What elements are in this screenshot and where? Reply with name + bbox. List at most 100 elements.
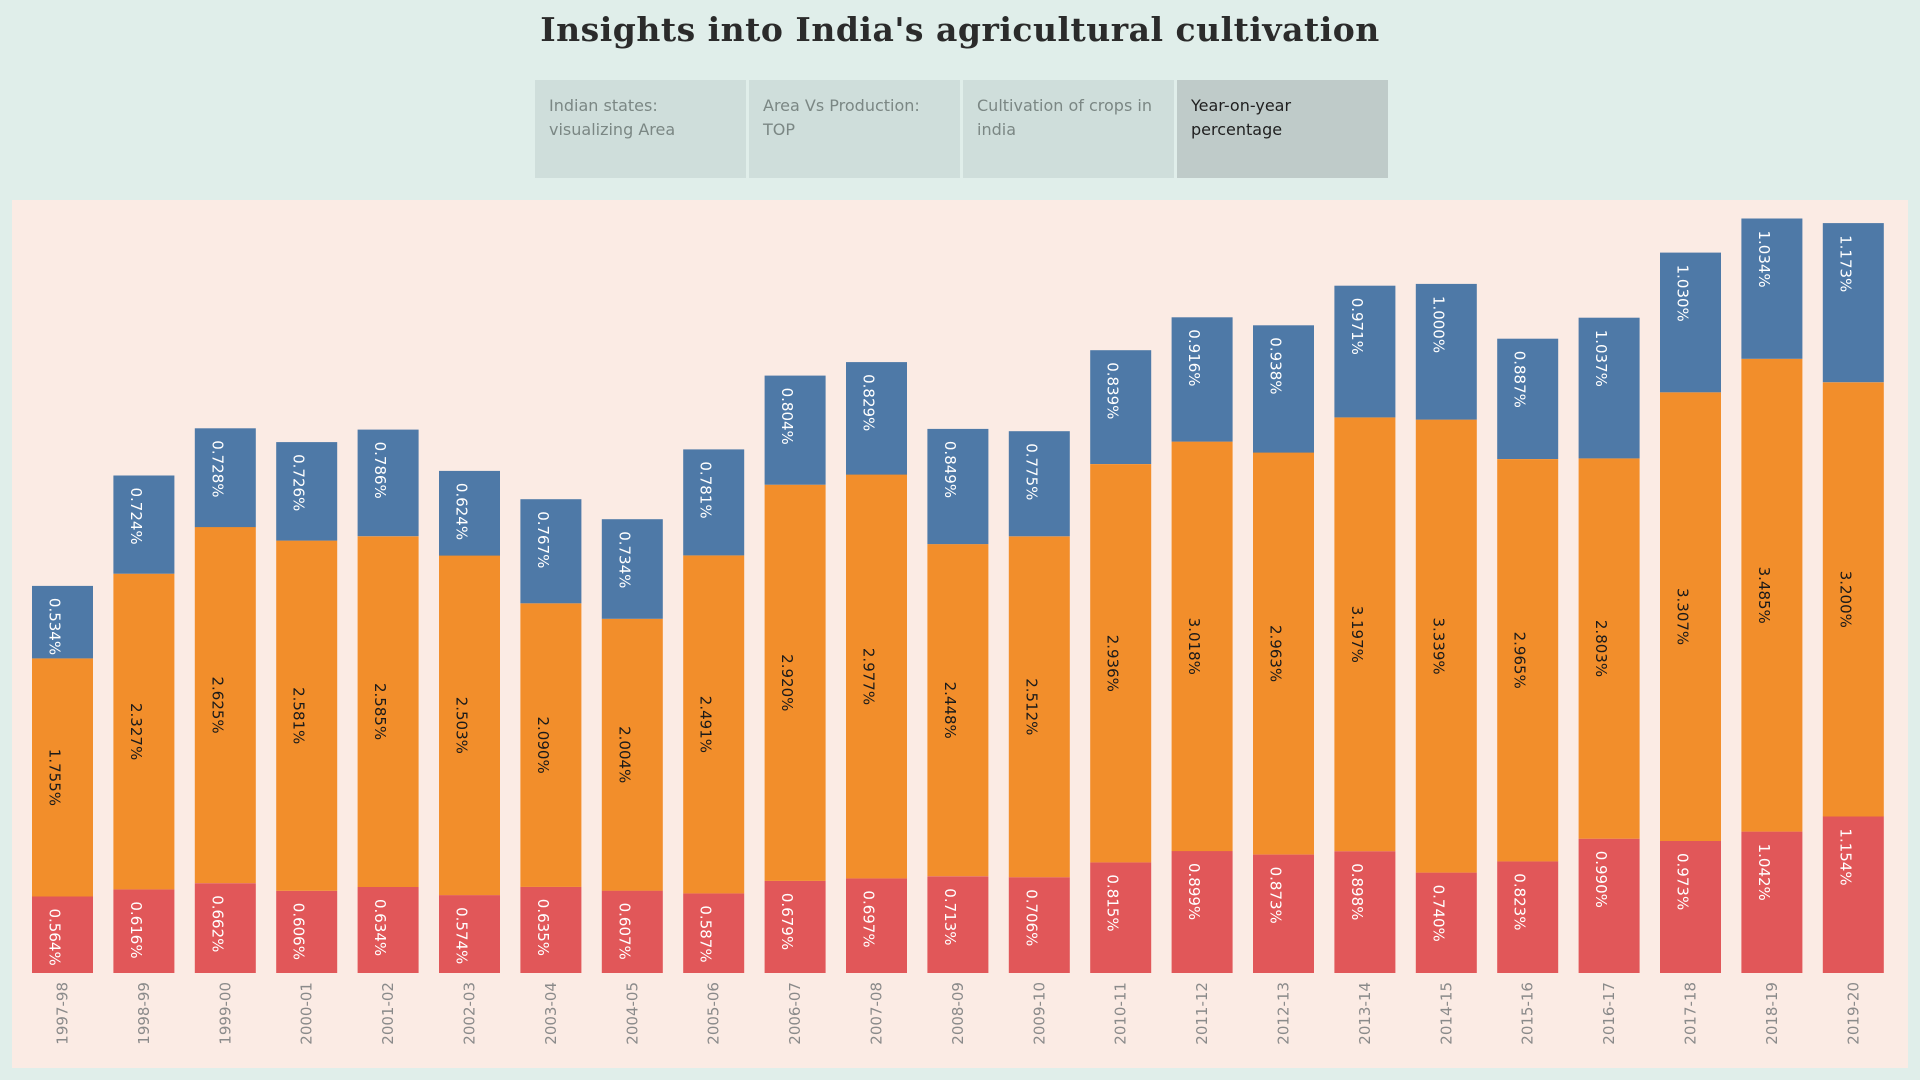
bar-segment[interactable]: [1497, 459, 1559, 862]
bar-segment[interactable]: [32, 658, 93, 897]
bar-segment[interactable]: [846, 474, 907, 879]
data-label: 0.724%: [127, 488, 145, 545]
bar-segment[interactable]: [520, 886, 582, 973]
bar-segment[interactable]: [276, 540, 338, 891]
bar-segment[interactable]: [32, 896, 93, 974]
bar-segment[interactable]: [764, 484, 826, 881]
data-label: 0.706%: [1022, 889, 1040, 946]
bar-segment[interactable]: [1578, 317, 1640, 459]
data-label: 0.713%: [941, 888, 959, 945]
bar-segment[interactable]: [1090, 350, 1152, 464]
bar-segment[interactable]: [439, 555, 500, 896]
bar-segment[interactable]: [113, 889, 175, 973]
bar-segment[interactable]: [846, 362, 907, 475]
bar-segment[interactable]: [1822, 223, 1884, 383]
bar-segment[interactable]: [1090, 464, 1152, 863]
data-label: 0.679%: [778, 893, 796, 950]
bar-segment[interactable]: [1741, 831, 1803, 973]
bar-segment[interactable]: [1822, 816, 1884, 973]
bar-segment[interactable]: [32, 585, 93, 659]
bar-segment[interactable]: [601, 890, 663, 973]
bar-segment[interactable]: [1415, 872, 1477, 973]
bar-segment[interactable]: [1334, 851, 1396, 973]
tab-year-on-year[interactable]: Year-on-year percentage: [1177, 80, 1388, 178]
data-label: 2.803%: [1592, 620, 1610, 677]
bar-segment[interactable]: [683, 449, 745, 556]
bar-segment[interactable]: [1415, 283, 1477, 420]
bar-segment[interactable]: [1822, 382, 1884, 817]
bar-segment[interactable]: [764, 375, 826, 485]
data-label: 0.607%: [615, 903, 633, 960]
bar-segment[interactable]: [1008, 877, 1070, 973]
bar-segment[interactable]: [113, 573, 175, 890]
x-tick-label: 2008-09: [949, 982, 967, 1045]
bar-segment[interactable]: [194, 883, 256, 973]
data-label: 3.339%: [1429, 617, 1447, 674]
bar-segment[interactable]: [276, 890, 338, 973]
bar-segment[interactable]: [927, 544, 989, 877]
data-label: 2.963%: [1267, 625, 1285, 682]
bar-segment[interactable]: [357, 429, 419, 537]
bar-segment[interactable]: [194, 428, 256, 528]
bar-segment[interactable]: [1578, 838, 1640, 973]
bar-segment[interactable]: [846, 878, 907, 973]
bar-segment[interactable]: [1171, 317, 1233, 442]
x-tick-label: 2014-15: [1437, 982, 1455, 1045]
bar-segment[interactable]: [1660, 841, 1721, 973]
bar-segment[interactable]: [1415, 419, 1477, 873]
data-label: 1.173%: [1836, 235, 1854, 292]
bar-segment[interactable]: [601, 519, 663, 619]
tab-area-vs-production[interactable]: Area Vs Production: TOP: [749, 80, 960, 178]
bar-segment[interactable]: [927, 428, 989, 545]
bar-segment[interactable]: [439, 470, 500, 556]
data-label: 1.154%: [1836, 828, 1854, 885]
bar-segment[interactable]: [194, 527, 256, 884]
tab-cultivation-of-crops[interactable]: Cultivation of crops in india: [963, 80, 1174, 178]
bar-segment[interactable]: [1334, 417, 1396, 852]
bar-segment[interactable]: [764, 880, 826, 973]
bar-segment[interactable]: [1497, 861, 1559, 973]
bar-segment[interactable]: [276, 442, 338, 541]
bar-segment[interactable]: [1171, 851, 1233, 973]
bar-segment[interactable]: [683, 555, 745, 894]
bar-segment[interactable]: [1171, 441, 1233, 852]
data-label: 0.815%: [1104, 874, 1122, 931]
bar-segment[interactable]: [113, 475, 175, 574]
bar-segment[interactable]: [357, 536, 419, 887]
data-label: 0.781%: [697, 461, 715, 518]
bar-segment[interactable]: [1008, 431, 1070, 537]
bar-segment[interactable]: [1497, 338, 1559, 459]
data-label: 0.971%: [1348, 298, 1366, 355]
data-label: 3.200%: [1836, 571, 1854, 628]
bar-segment[interactable]: [1253, 452, 1314, 855]
stacked-bar-chart: 0.564% 1.755% 0.534% 1997-98 0.616% 2.327% 0.7…: [32, 218, 1884, 1045]
x-tick-label: 2013-14: [1356, 982, 1374, 1045]
bar-segment[interactable]: [1578, 458, 1640, 839]
bar-segment[interactable]: [520, 499, 582, 604]
bar-segment[interactable]: [927, 876, 989, 973]
bar-segment[interactable]: [1334, 285, 1396, 418]
data-label: 2.491%: [697, 696, 715, 753]
bar-segment[interactable]: [683, 893, 745, 973]
bar-segment[interactable]: [520, 603, 582, 887]
bar-segment[interactable]: [439, 895, 500, 973]
bar-segment[interactable]: [1660, 252, 1721, 393]
bar-segment[interactable]: [1008, 536, 1070, 878]
bar-segment[interactable]: [1253, 325, 1314, 453]
data-label: 0.728%: [208, 440, 226, 497]
bar-segment[interactable]: [1253, 854, 1314, 973]
bar-segment[interactable]: [1660, 392, 1721, 841]
data-label: 0.624%: [453, 483, 471, 540]
x-tick-label: 2011-12: [1193, 982, 1211, 1045]
data-label: 0.697%: [860, 890, 878, 947]
x-tick-label: 2007-08: [868, 982, 886, 1045]
data-label: 0.574%: [453, 907, 471, 964]
tab-indian-states[interactable]: Indian states: visualizing Area: [535, 80, 746, 178]
bar-segment[interactable]: [1741, 218, 1803, 359]
bar-segment[interactable]: [1090, 862, 1152, 973]
bar-segment[interactable]: [357, 887, 419, 973]
data-label: 3.485%: [1755, 567, 1773, 624]
bar-segment[interactable]: [601, 618, 663, 891]
bar-segment[interactable]: [1741, 358, 1803, 832]
